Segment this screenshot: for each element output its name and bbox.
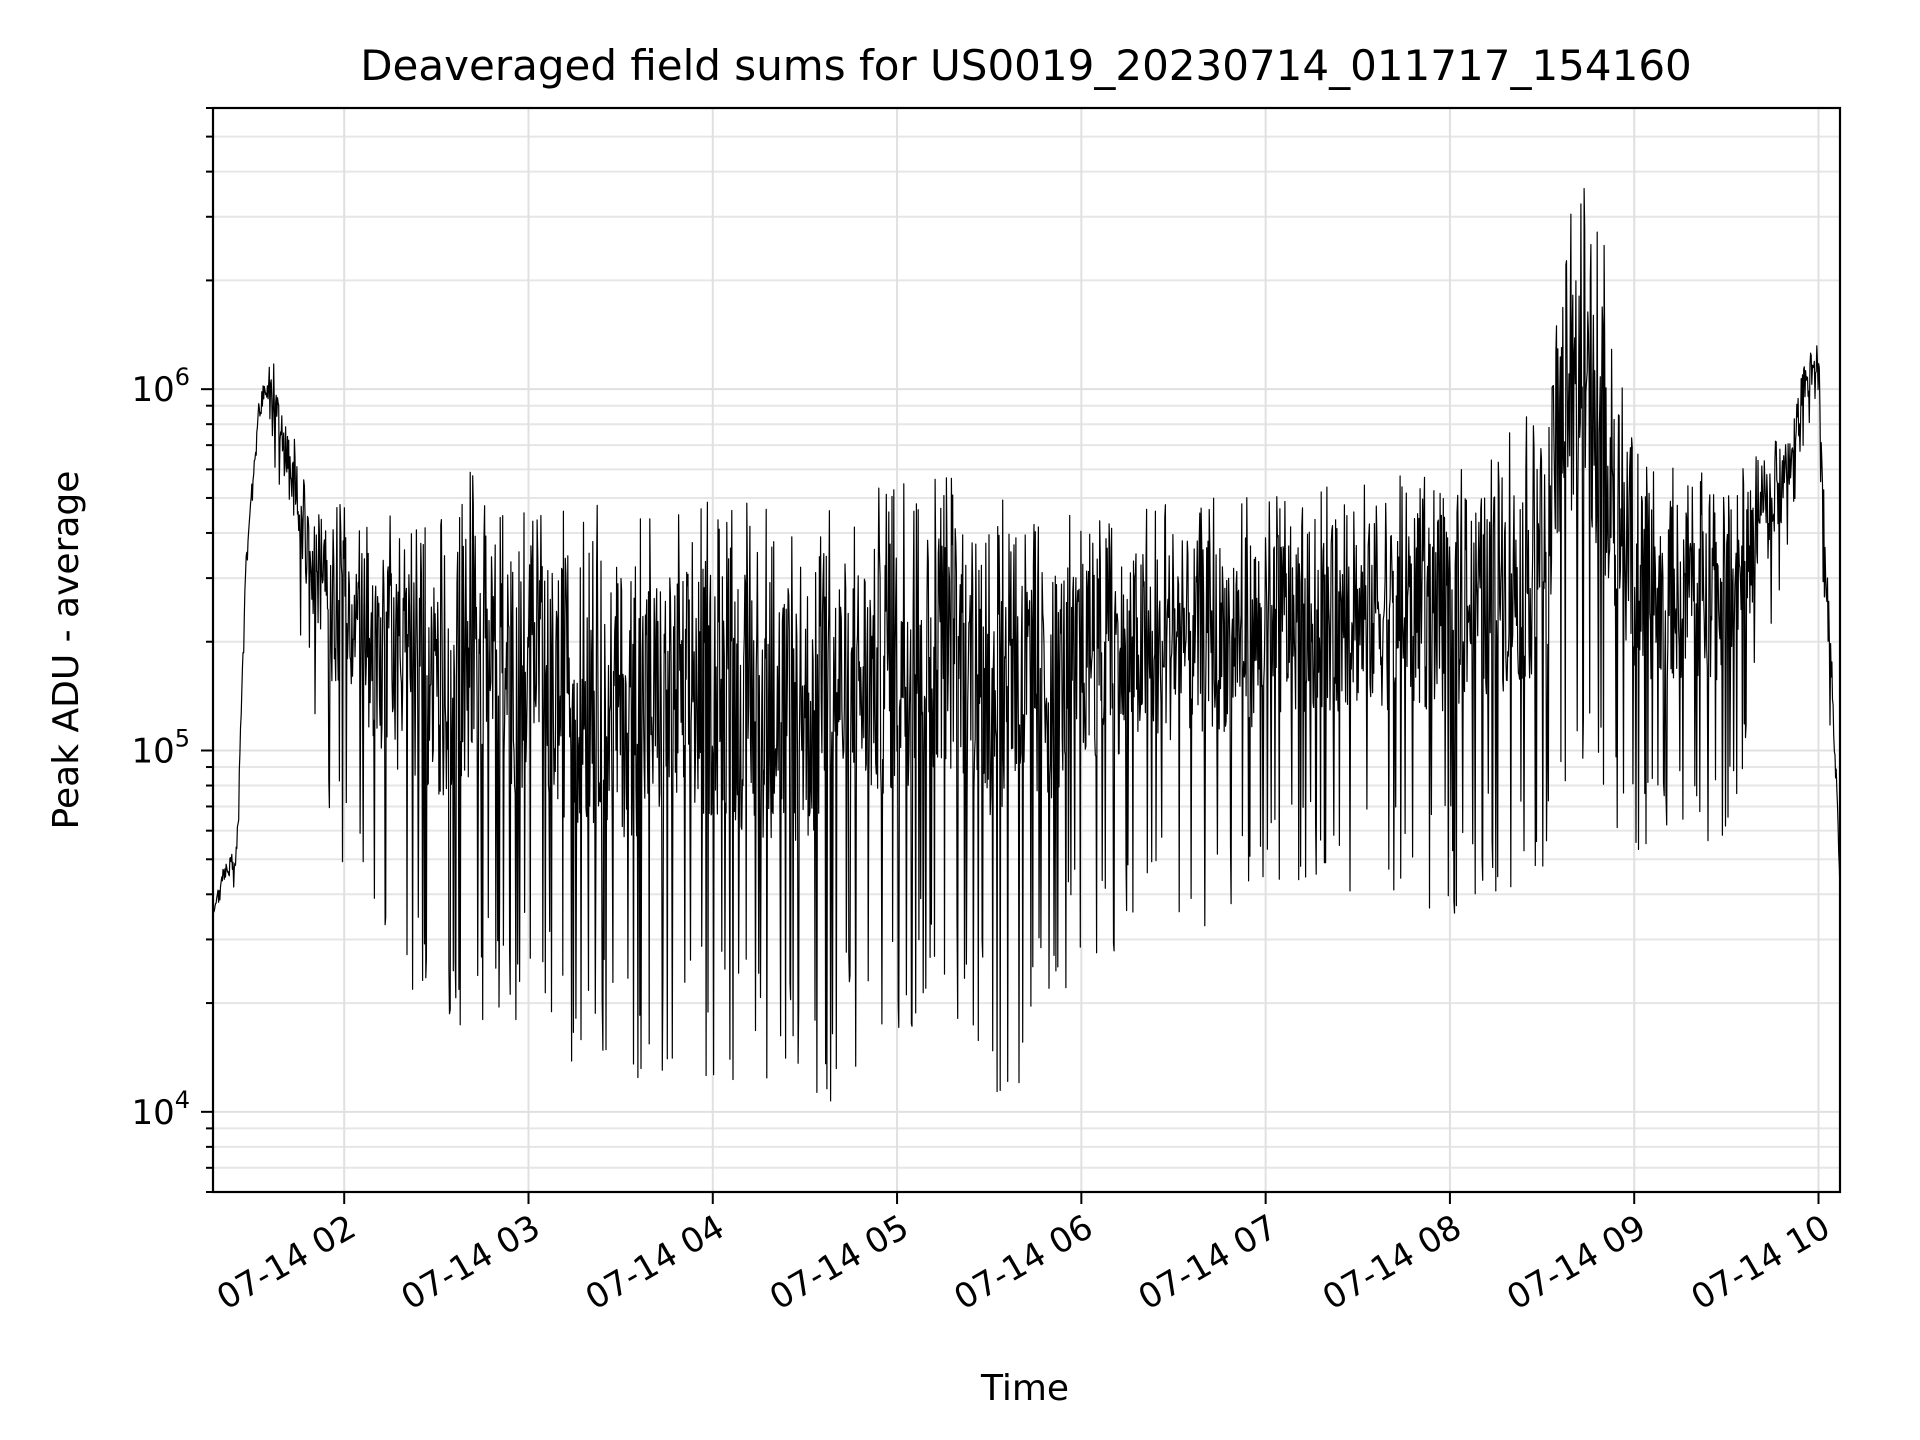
y-tick-label: 104	[131, 1086, 190, 1133]
y-axis-label: Peak ADU - average	[46, 471, 87, 830]
x-axis-label: Time	[980, 1368, 1069, 1409]
x-tick-label: 07-14 09	[1500, 1207, 1652, 1318]
x-tick-label: 07-14 04	[579, 1207, 731, 1318]
x-tick-label: 07-14 02	[210, 1207, 362, 1318]
y-tick-label: 106	[131, 363, 190, 410]
series-line	[212, 188, 1841, 1102]
x-tick-label: 07-14 06	[947, 1207, 1099, 1318]
y-axis: 104 105 106	[131, 107, 213, 1193]
x-tick-label: 07-14 03	[395, 1207, 547, 1318]
x-tick-label: 07-14 08	[1316, 1207, 1468, 1318]
x-tick-label: 07-14 05	[763, 1207, 915, 1318]
plot-frame	[211, 106, 1842, 1194]
x-tick-label: 07-14 10	[1685, 1207, 1837, 1318]
x-tick-label: 07-14 07	[1132, 1207, 1284, 1318]
x-axis: 07-14 02 07-14 03 07-14 04 07-14 05 07-14 06…	[210, 1192, 1837, 1318]
chart-title: Deaveraged field sums for US0019_2023071…	[360, 41, 1692, 90]
y-tick-label: 105	[131, 725, 190, 772]
